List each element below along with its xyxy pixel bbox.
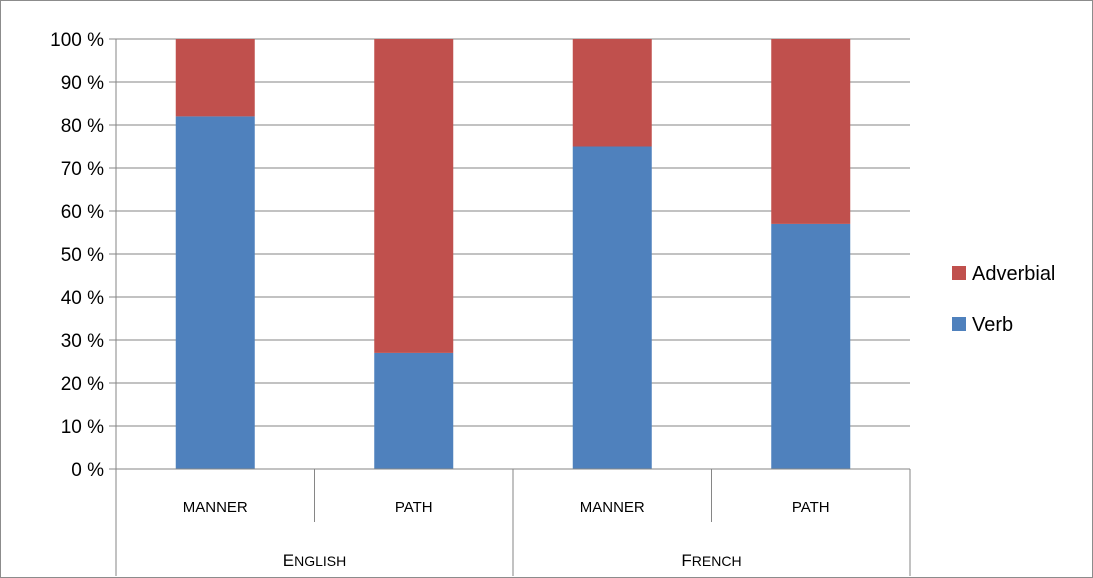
x-group-label: FRENCH [681,551,741,570]
y-tick-label: 90 % [61,73,104,94]
y-tick-label: 60 % [61,202,104,223]
y-tick-label: 100 % [50,30,104,51]
bar-adverbial-1 [374,39,454,353]
bar-adverbial-3 [771,39,851,224]
bars [175,39,851,470]
legend-swatch-adverbial [952,266,966,280]
x-category-label: PATH [792,499,830,516]
bar-adverbial-0 [175,39,255,117]
x-category-label: PATH [395,499,433,516]
x-category-label: MANNER [580,499,645,516]
bar-verb-3 [771,223,851,469]
y-tick-label: 50 % [61,245,104,266]
y-tick-label: 20 % [61,374,104,395]
legend-swatch-verb [952,317,966,331]
y-tick-label: 40 % [61,288,104,309]
axes [109,38,911,576]
y-tick-label: 30 % [61,331,104,352]
x-category-label: MANNER [183,499,248,516]
y-tick-label: 10 % [61,417,104,438]
bar-verb-1 [374,352,454,469]
y-tick-label: 70 % [61,159,104,180]
legend: Adverbial Verb [952,263,1055,336]
bar-verb-0 [175,116,255,470]
legend-label-verb: Verb [972,314,1013,336]
y-tick-label: 80 % [61,116,104,137]
x-group-label: ENGLISH [283,551,346,570]
axis-labels: 0 % 10 % 20 % 30 % 40 % 50 % 60 % 70 % 80 % 90 % 1… [50,30,830,570]
y-tick-label: 0 % [71,460,104,481]
bar-adverbial-2 [572,39,652,147]
legend-label-adverbial: Adverbial [972,263,1055,285]
bar-verb-2 [572,146,652,469]
